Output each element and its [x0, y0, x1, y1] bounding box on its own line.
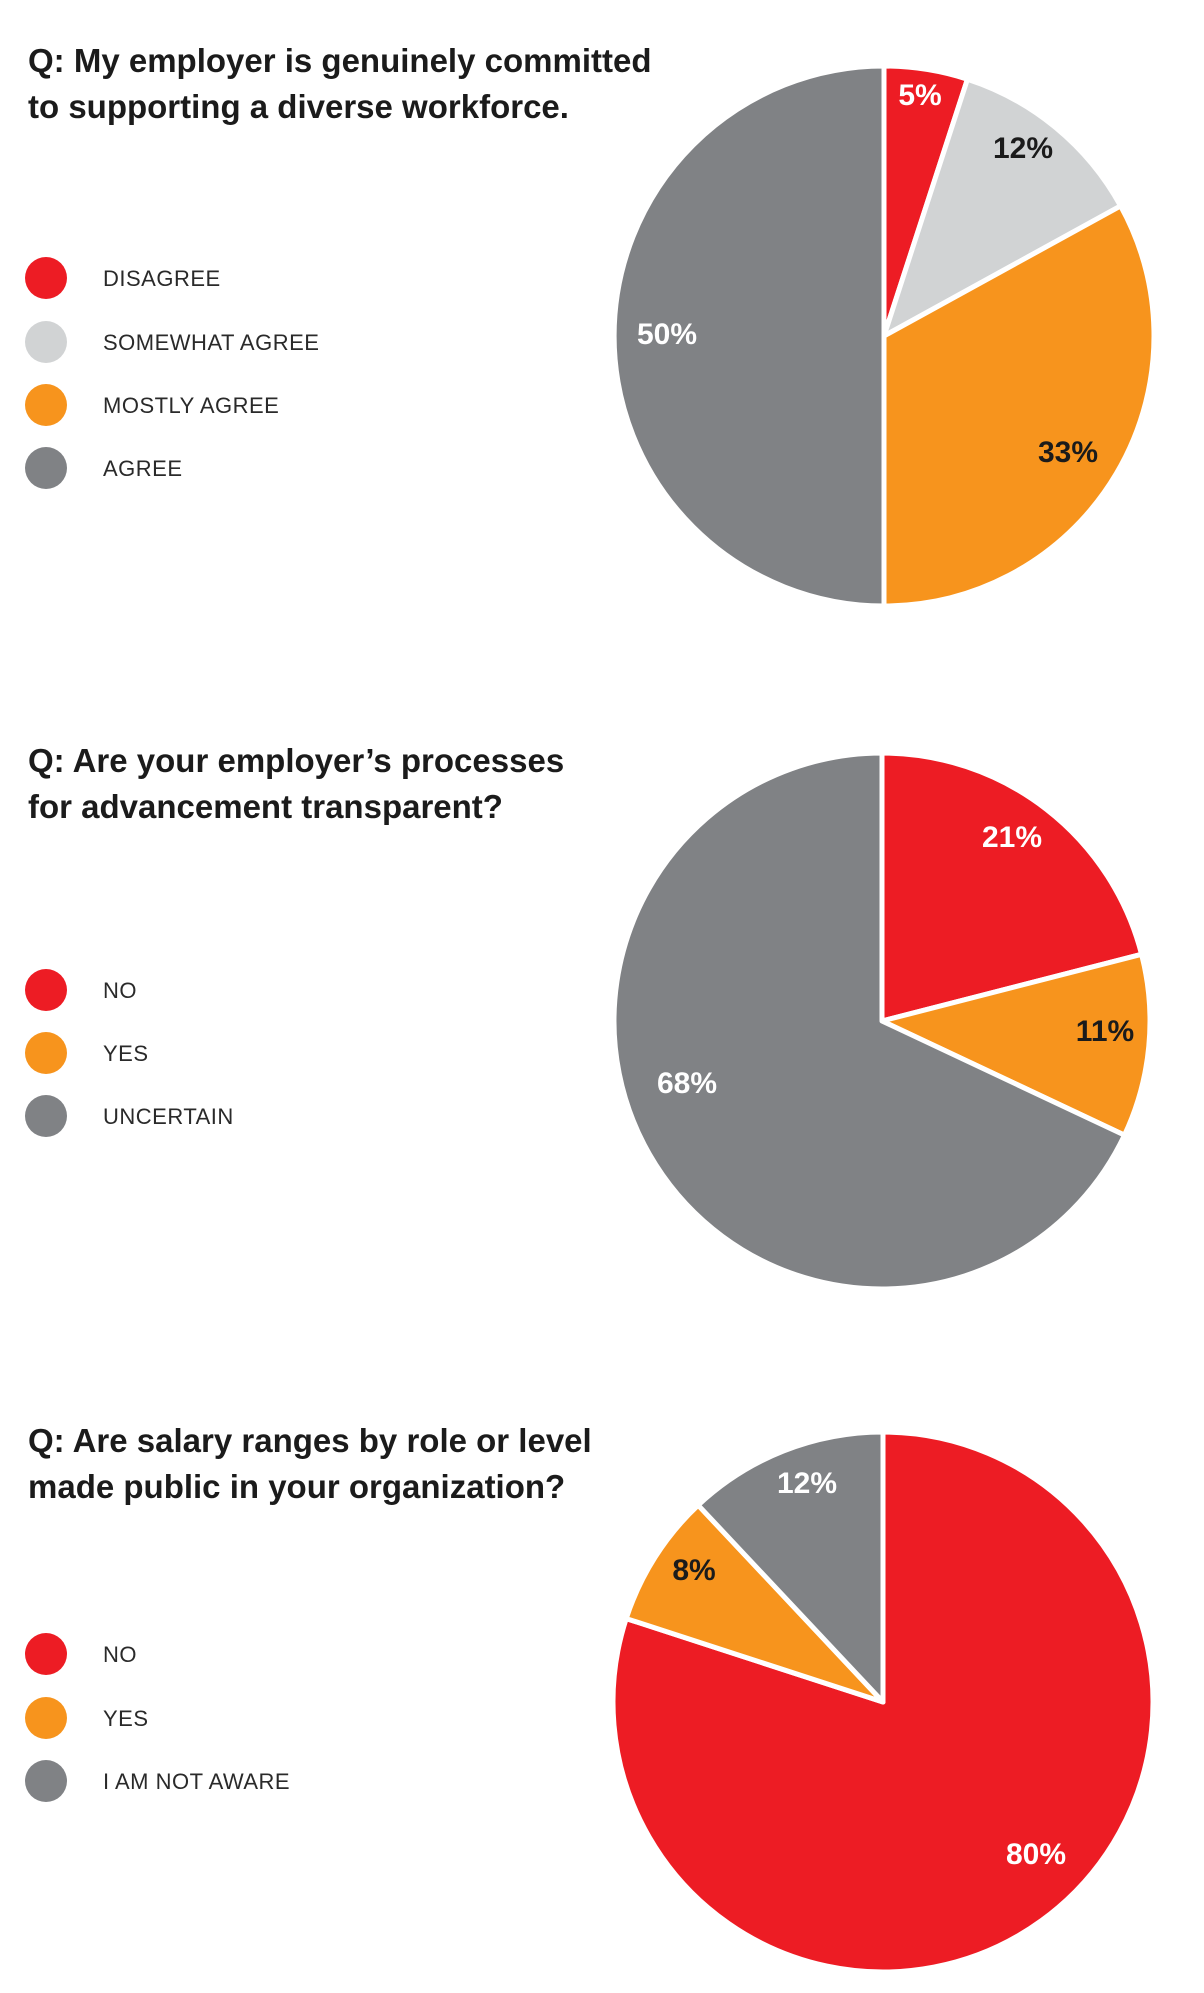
legend-swatch — [25, 969, 67, 1011]
pie-slice — [695, 1429, 886, 1705]
pie-slice — [610, 1429, 1156, 1975]
slice-value-label: 33% — [1038, 436, 1098, 469]
legend-swatch — [25, 384, 67, 426]
chart-title-line: to supporting a diverse workforce. — [28, 88, 569, 125]
legend-item-label: SOMEWHAT AGREE — [103, 330, 319, 355]
pie-slice — [881, 203, 1157, 609]
legend-swatch — [25, 1633, 67, 1675]
legend-item-label: NO — [103, 1642, 137, 1667]
pie-slice — [611, 63, 887, 609]
pie-slice — [881, 76, 1124, 339]
slice-value-label: 21% — [982, 821, 1042, 854]
chart-title-line: for advancement transparent? — [28, 788, 503, 825]
chart-title-line: Q: Are salary ranges by role or level — [28, 1422, 592, 1459]
legend-swatch — [25, 1032, 67, 1074]
slice-value-label: 68% — [657, 1067, 717, 1100]
legend-item-label: MOSTLY AGREE — [103, 393, 279, 418]
pie-slice — [611, 750, 1127, 1292]
pie-chart-1: Q: My employer is genuinely committed to … — [25, 42, 1157, 609]
pie-slice — [879, 750, 1145, 1024]
legend-item-label: UNCERTAIN — [103, 1104, 234, 1129]
slice-value-label: 8% — [672, 1554, 715, 1587]
legend-item-label: NO — [103, 978, 137, 1003]
slice-value-label: 12% — [777, 1467, 837, 1500]
legend-swatch — [25, 1095, 67, 1137]
legend-item-label: AGREE — [103, 456, 183, 481]
legend-swatch — [25, 257, 67, 299]
slice-value-label: 50% — [637, 318, 697, 351]
legend-swatch — [25, 321, 67, 363]
pie-slice — [623, 1502, 886, 1705]
pie-slice — [879, 951, 1153, 1138]
legend-swatch — [25, 1697, 67, 1739]
pie-chart-2: Q: Are your employer’s processes for adva… — [25, 742, 1153, 1292]
legend-swatch — [25, 447, 67, 489]
legend-item-label: DISAGREE — [103, 266, 221, 291]
slice-value-label: 80% — [1006, 1838, 1066, 1871]
legend-swatch — [25, 1760, 67, 1802]
pie-chart-3: Q: Are salary ranges by role or level mad… — [25, 1422, 1156, 1975]
slice-value-label: 5% — [898, 79, 941, 112]
legend-item-label: YES — [103, 1706, 149, 1731]
slice-value-label: 12% — [993, 132, 1053, 165]
chart-title-line: Q: My employer is genuinely committed — [28, 42, 651, 79]
legend-item-label: YES — [103, 1041, 149, 1066]
slice-value-label: 11% — [1076, 1015, 1134, 1048]
chart-title-line: Q: Are your employer’s processes — [28, 742, 564, 779]
legend-item-label: I AM NOT AWARE — [103, 1769, 290, 1794]
chart-title-line: made public in your organization? — [28, 1468, 565, 1505]
